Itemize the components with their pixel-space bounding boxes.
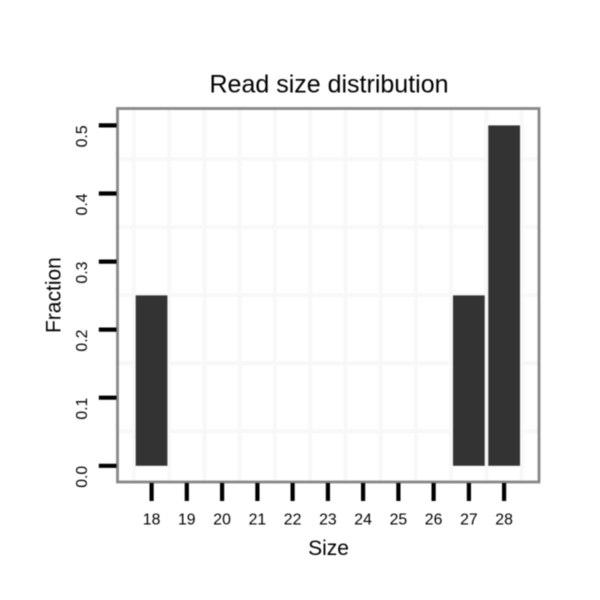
svg-text:27: 27 [460, 512, 478, 529]
svg-text:0.2: 0.2 [74, 330, 91, 352]
svg-text:Read size distribution: Read size distribution [209, 71, 448, 99]
svg-text:25: 25 [390, 512, 408, 529]
svg-text:0.4: 0.4 [74, 193, 91, 215]
svg-text:0.3: 0.3 [74, 261, 91, 283]
svg-text:19: 19 [178, 512, 196, 529]
svg-text:23: 23 [319, 512, 337, 529]
svg-text:18: 18 [143, 512, 161, 529]
svg-text:Fraction: Fraction [43, 257, 66, 333]
svg-text:0.1: 0.1 [74, 397, 91, 419]
svg-text:26: 26 [425, 512, 443, 529]
svg-text:28: 28 [495, 512, 513, 529]
svg-text:0.5: 0.5 [74, 125, 91, 147]
svg-text:20: 20 [213, 512, 231, 529]
svg-text:21: 21 [249, 512, 267, 529]
svg-text:Size: Size [308, 537, 349, 560]
svg-text:0.0: 0.0 [74, 466, 91, 488]
svg-text:22: 22 [284, 512, 302, 529]
svg-text:24: 24 [354, 512, 372, 529]
